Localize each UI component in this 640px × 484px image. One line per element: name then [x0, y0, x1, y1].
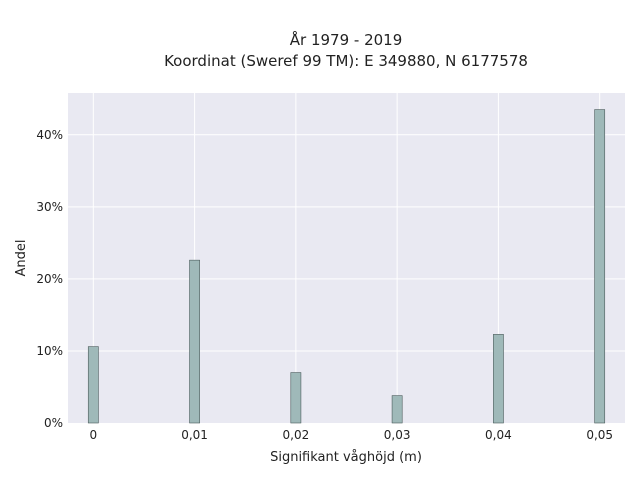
x-axis-label: Signifikant våghöjd (m) — [270, 450, 422, 465]
chart-title: År 1979 - 2019 — [290, 30, 403, 49]
x-tick-label: 0,03 — [384, 428, 411, 442]
y-tick-label: 20% — [36, 272, 63, 286]
bar — [594, 109, 606, 424]
y-tick-label: 40% — [36, 128, 63, 142]
y-tick-label: 30% — [36, 200, 63, 214]
bar — [290, 372, 302, 424]
plot-area — [68, 93, 625, 423]
x-tick-label: 0,02 — [283, 428, 310, 442]
bar — [493, 334, 504, 424]
x-tick-label: 0,01 — [181, 428, 208, 442]
y-axis-label: Andel — [14, 240, 29, 277]
y-tick-labels: 0% 10% 20% 30% 40% — [36, 128, 63, 430]
x-tick-labels: 0 0,01 0,02 0,03 0,04 0,05 — [89, 428, 613, 442]
x-tick-label: 0,04 — [485, 428, 512, 442]
x-tick-label: 0,05 — [586, 428, 613, 442]
bar — [391, 395, 403, 424]
bar — [189, 259, 200, 424]
y-tick-label: 0% — [44, 416, 63, 430]
bar — [87, 346, 99, 424]
bars — [87, 109, 606, 424]
x-tick-label: 0 — [89, 428, 97, 442]
y-tick-label: 10% — [36, 344, 63, 358]
chart-subtitle: Koordinat (Sweref 99 TM): E 349880, N 61… — [164, 52, 528, 70]
